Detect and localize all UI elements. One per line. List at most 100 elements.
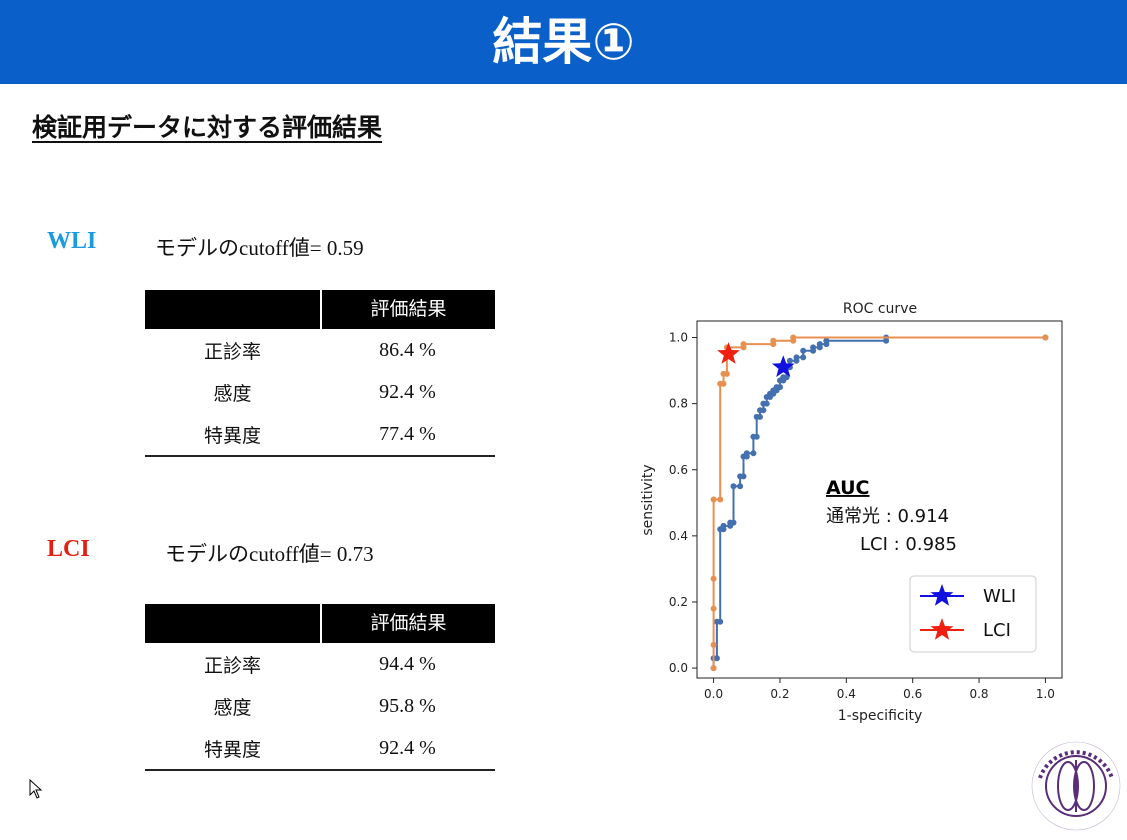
y-tick-label: 0.8 — [669, 397, 688, 411]
chart-legend: WLI LCI — [909, 575, 1037, 653]
data-point — [710, 665, 717, 672]
lci-results-table: 評価結果 正診率 94.4 % 感度 95.8 % 特異度 92.4 % — [145, 604, 495, 771]
lci-cutoff-text: モデルのcutoff値= 0.73 — [165, 542, 374, 566]
table-row: 特異度 92.4 % — [145, 727, 495, 769]
table-row: 特異度 77.4 % — [145, 413, 495, 455]
data-point — [1042, 334, 1049, 341]
data-point — [710, 575, 717, 582]
x-axis-label: 1-specificity — [838, 708, 923, 724]
data-point — [737, 483, 744, 490]
metric-value: 77.4 % — [379, 422, 436, 445]
operating-point-star-lci — [717, 342, 740, 364]
data-point — [790, 334, 797, 341]
auc-heading: AUC — [826, 477, 870, 499]
metric-value: 92.4 % — [379, 736, 436, 759]
x-tick-label: 0.8 — [969, 687, 988, 701]
wli-cutoff-text: モデルのcutoff値= 0.59 — [155, 236, 364, 260]
wli-results-table: 評価結果 正診率 86.4 % 感度 92.4 % 特異度 77.4 % — [145, 290, 495, 457]
data-point — [740, 341, 747, 348]
data-point — [730, 519, 737, 526]
metric-label: 感度 — [213, 696, 252, 719]
metric-label: 特異度 — [203, 424, 261, 447]
data-point — [763, 400, 770, 407]
metric-label: 感度 — [213, 382, 252, 405]
legend-box — [909, 575, 1037, 653]
data-point — [757, 413, 763, 420]
data-point — [710, 605, 717, 612]
metric-label: 正診率 — [203, 654, 261, 677]
data-point — [753, 433, 760, 440]
university-seal-logo — [1031, 741, 1121, 831]
y-axis-label: sensitivity — [640, 464, 656, 535]
data-point — [800, 354, 807, 361]
data-point — [730, 483, 737, 490]
data-point — [770, 337, 777, 344]
data-point — [743, 450, 750, 457]
data-point — [750, 450, 757, 457]
operating-point-star-wli — [771, 355, 795, 377]
wli-table-header: 評価結果 — [370, 298, 447, 320]
metric-value: 94.4 % — [379, 652, 436, 675]
data-point — [760, 407, 767, 414]
series-lci — [710, 334, 1049, 672]
x-tick-label: 0.0 — [704, 687, 723, 701]
data-point — [816, 341, 823, 348]
y-tick-label: 0.0 — [669, 661, 688, 675]
y-tick-label: 0.6 — [669, 463, 688, 477]
data-point — [717, 618, 724, 625]
roc-chart: ROC curve 0.0 0.2 0.4 0.6 0.8 1.0 0.0 0.2 0.4 0.6… — [640, 301, 1063, 724]
data-point — [740, 473, 747, 480]
x-tick-label: 0.4 — [837, 687, 856, 701]
legend-star-lci-icon — [930, 618, 954, 640]
table-row: 正診率 94.4 % — [145, 643, 495, 685]
wli-table-header-row: 評価結果 — [145, 290, 495, 329]
table-row: 感度 92.4 % — [145, 371, 495, 413]
lci-table-header-row: 評価結果 — [145, 604, 495, 643]
data-point — [823, 337, 830, 344]
wli-table-header-empty — [145, 290, 322, 329]
y-tick-label: 0.4 — [669, 529, 688, 543]
table-row: 感度 95.8 % — [145, 685, 495, 727]
x-tick-label: 1.0 — [1036, 687, 1055, 701]
lci-table-header: 評価結果 — [370, 612, 447, 634]
data-point — [786, 357, 793, 364]
data-point — [717, 496, 724, 503]
lci-label: LCI — [47, 536, 90, 562]
slide-title: 結果① — [0, 0, 1127, 84]
series-layer — [710, 334, 1049, 672]
legend-label-lci: LCI — [983, 620, 1011, 641]
data-point — [800, 347, 807, 354]
legend-star-wli-icon — [930, 584, 954, 606]
y-tick-label: 0.2 — [669, 595, 688, 609]
axes: 0.0 0.2 0.4 0.6 0.8 1.0 0.0 0.2 0.4 0.6 0.8 1.0 — [669, 331, 1055, 701]
data-point — [710, 641, 717, 648]
table-row: 正診率 86.4 % — [145, 329, 495, 371]
lci-table-header-empty — [145, 604, 322, 643]
metric-value: 95.8 % — [379, 694, 436, 717]
x-tick-label: 0.2 — [770, 687, 789, 701]
mouse-cursor-icon — [29, 779, 43, 799]
auc-line-wli: 通常光 : 0.914 — [826, 506, 949, 527]
chart-title: ROC curve — [843, 301, 917, 317]
legend-label-wli: WLI — [983, 586, 1016, 607]
metric-label: 特異度 — [203, 738, 261, 761]
metric-value: 92.4 % — [379, 380, 436, 403]
data-point — [723, 370, 730, 377]
data-point — [793, 354, 800, 361]
data-point — [713, 655, 720, 662]
metric-value: 86.4 % — [379, 338, 436, 361]
wli-label: WLI — [47, 228, 97, 254]
data-point — [777, 384, 783, 391]
data-point — [783, 374, 790, 381]
metric-label: 正診率 — [203, 340, 261, 363]
data-point — [720, 522, 727, 529]
table-bottom-rule — [145, 455, 495, 457]
data-point — [810, 344, 817, 351]
section-heading: 検証用データに対する評価結果 — [32, 113, 383, 142]
x-tick-label: 0.6 — [903, 687, 922, 701]
y-tick-label: 1.0 — [669, 331, 688, 345]
auc-line-lci: LCI : 0.985 — [860, 534, 957, 555]
data-point — [710, 496, 717, 503]
table-bottom-rule — [145, 769, 495, 771]
data-point — [720, 380, 727, 387]
